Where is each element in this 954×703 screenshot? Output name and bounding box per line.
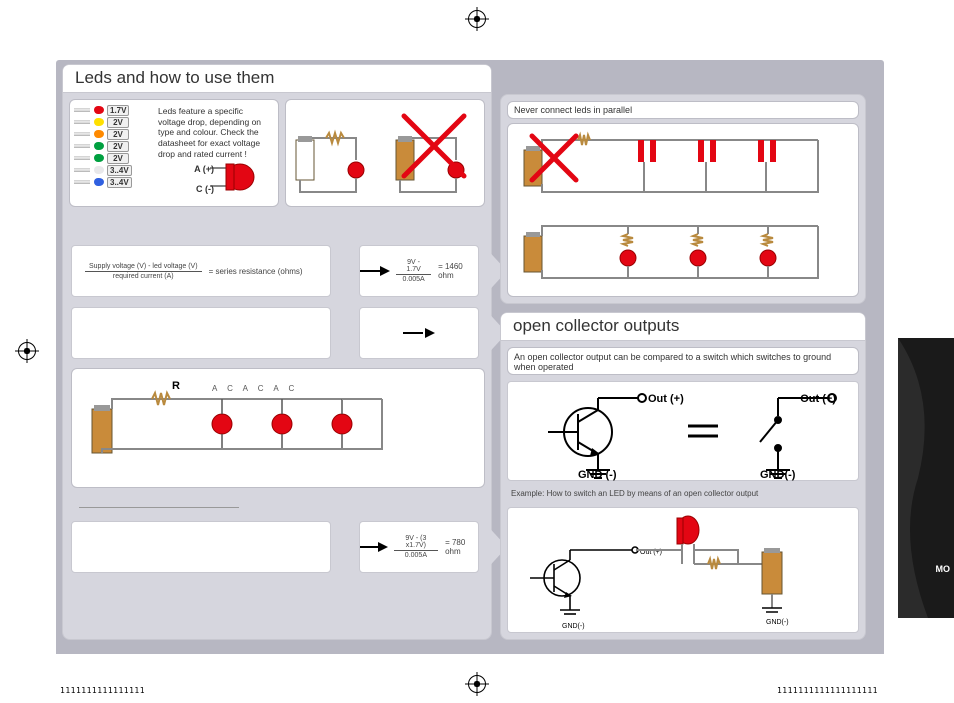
led-legend-row: 1.7V — [74, 104, 152, 116]
anode-label: A (+) — [194, 164, 214, 174]
ex1-res: = 1460 ohm — [438, 262, 478, 280]
formula-den: required current (A) — [85, 272, 202, 280]
ex1-den: 0.005A — [396, 275, 431, 283]
formula-eq: = series resistance (ohms) — [209, 267, 303, 276]
oc-equiv-diagram: Out (+) GND (-) Ou — [507, 381, 859, 481]
page: Leds and how to use them 1.7V2V2V2V2V3..… — [56, 60, 884, 654]
reg-mark-top — [468, 10, 486, 28]
led-icon — [74, 177, 104, 187]
led-icon — [74, 153, 104, 163]
led-legend-row: 2V — [74, 116, 152, 128]
led-legend-row: 2V — [74, 140, 152, 152]
formula-num: Supply voltage (V) - led voltage (V) — [85, 263, 202, 272]
arrow-icon — [403, 328, 435, 338]
series-led-diagram: R A C A C A C — [71, 368, 485, 488]
panel-oc-title: open collector outputs — [501, 313, 865, 341]
oc-ex-gnd: GND(-) — [562, 623, 585, 630]
led-intro-text: Leds feature a specific voltage drop, de… — [152, 104, 274, 161]
reg-mark-bottom — [468, 675, 486, 693]
ex2-num: 9V - (3 x1.7V) — [394, 535, 438, 551]
side-tab: MO — [898, 338, 954, 618]
single-led-wiring — [285, 99, 485, 207]
led-legend-row: 3..4V — [74, 176, 152, 188]
footer-right: 1111111111111111111 — [777, 686, 878, 695]
led-voltage-label: 1.7V — [107, 105, 129, 116]
oc-desc: An open collector output can be compared… — [507, 347, 859, 375]
led-legend-row: 2V — [74, 128, 152, 140]
cathode-label: C (-) — [196, 184, 214, 194]
oc-gnd2-label: GND(-) — [760, 469, 796, 481]
oc-example-caption: Example: How to switch an LED by means o… — [511, 489, 855, 498]
panel-parallel: Never connect leds in parallel — [500, 94, 866, 304]
led-icon — [74, 105, 104, 115]
ex2-res: = 780 ohm — [445, 538, 478, 556]
led-legend-row: 2V — [74, 152, 152, 164]
led-voltage-label: 2V — [107, 129, 129, 140]
led-voltage-label: 2V — [107, 153, 129, 164]
oc-gnd1-label: GND (-) — [578, 469, 617, 481]
ex1-num: 9V - 1.7V — [396, 259, 431, 275]
arrow-icon — [360, 542, 388, 552]
oc-example-diagram: Out (+) GND(-) — [507, 507, 859, 633]
panel-leds-title: Leds and how to use them — [63, 65, 491, 93]
ex2-den: 0.005A — [394, 551, 438, 559]
led-color-list: 1.7V2V2V2V2V3..4V3..4V — [74, 104, 152, 202]
reg-mark-left — [18, 342, 36, 360]
led-icon — [74, 129, 104, 139]
parallel-diagram — [507, 123, 859, 297]
led-voltage-label: 3..4V — [107, 165, 132, 176]
formula-band-blank — [71, 307, 483, 359]
formula-band-3: 9V - (3 x1.7V) 0.005A = 780 ohm — [71, 521, 483, 573]
led-icon — [74, 165, 104, 175]
panel-open-collector: open collector outputs An open collector… — [500, 312, 866, 640]
arrow-icon — [360, 266, 390, 276]
led-legend-row: 3..4V — [74, 164, 152, 176]
footer-left: 1111111111111111 — [60, 686, 145, 695]
led-voltage-label: 3..4V — [107, 177, 132, 188]
formula-band-1: Supply voltage (V) - led voltage (V) req… — [71, 245, 483, 297]
parallel-warning-text: Never connect leds in parallel — [507, 101, 859, 119]
led-icon — [74, 117, 104, 127]
divider — [79, 507, 239, 508]
led-legend-box: 1.7V2V2V2V2V3..4V3..4V Leds feature a sp… — [69, 99, 279, 207]
oc-out-label: Out (+) — [648, 393, 684, 405]
led-voltage-label: 2V — [107, 117, 129, 128]
led-icon — [74, 141, 104, 151]
oc-out2-label: Out (+) — [800, 393, 836, 405]
panel-leds: Leds and how to use them 1.7V2V2V2V2V3..… — [62, 64, 492, 640]
svg-text:A C A C A C: A C A C A C — [212, 384, 298, 393]
side-tab-label: MO — [936, 564, 951, 574]
svg-text:R: R — [172, 380, 180, 392]
led-voltage-label: 2V — [107, 141, 129, 152]
oc-ex-gnd2: GND(-) — [766, 619, 789, 626]
